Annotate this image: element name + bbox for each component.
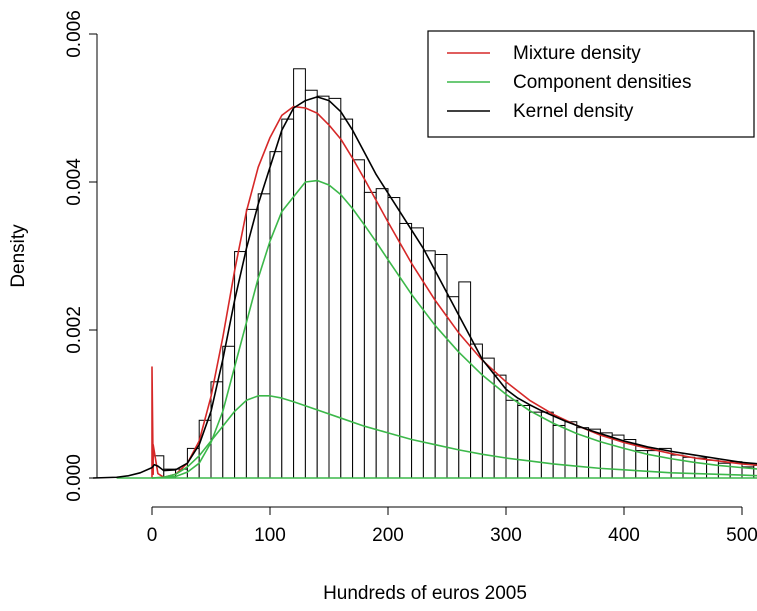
histogram-bar	[753, 464, 757, 479]
y-tick-label: 0.006	[64, 10, 85, 58]
histogram-bar	[222, 345, 236, 479]
x-tick-label: 500	[726, 525, 757, 546]
density-line-2	[151, 395, 757, 479]
histogram-bar	[234, 251, 247, 479]
density-lines	[92, 96, 757, 479]
histogram-bar	[257, 193, 271, 479]
histogram-bar	[328, 97, 342, 479]
x-tick-label: 100	[254, 525, 286, 546]
histogram-bar	[529, 411, 542, 479]
y-tick-label: 0.000	[64, 454, 85, 502]
histogram-bar	[505, 399, 519, 479]
legend-label-component: Component densities	[513, 72, 692, 93]
histogram-bar	[340, 118, 354, 479]
histogram-bar	[316, 95, 330, 479]
legend-label-mixture: Mixture density	[513, 43, 641, 64]
histogram-bar	[352, 159, 365, 479]
histogram-bar	[304, 89, 318, 479]
x-tick-label: 400	[608, 525, 640, 546]
legend-box	[427, 30, 755, 138]
legend: Mixture density Component densities Kern…	[427, 30, 755, 138]
y-tick-label: 0.004	[64, 158, 85, 206]
histogram-bar	[245, 208, 259, 479]
x-axis-title: Hundreds of euros 2005	[323, 583, 527, 604]
legend-label-kernel: Kernel density	[513, 101, 634, 122]
histogram-bar	[210, 381, 224, 479]
histogram-bar	[588, 428, 601, 479]
histogram-bar	[363, 191, 377, 479]
histogram-bar	[694, 457, 708, 479]
y-tick-label: 0.002	[64, 306, 85, 354]
x-tick-label: 200	[372, 525, 404, 546]
x-axis: 0 100 200 300 400 500	[147, 506, 757, 546]
y-axis: 0.000 0.002 0.004 0.006	[64, 10, 98, 502]
histogram-bar	[269, 151, 283, 479]
density-line-0	[151, 105, 757, 479]
x-tick-label: 0	[147, 525, 158, 546]
histogram-bar	[599, 432, 613, 479]
histogram-bar	[281, 118, 295, 479]
y-axis-title: Density	[8, 224, 29, 288]
histogram-bar	[293, 68, 306, 479]
density-line-4	[92, 96, 757, 479]
histogram-bar	[552, 424, 566, 479]
histogram-bar	[706, 459, 719, 479]
x-tick-label: 300	[490, 525, 522, 546]
density-line-1	[151, 179, 757, 479]
histogram-bar	[375, 188, 389, 479]
histogram-bar	[470, 343, 483, 479]
histogram-bars	[151, 68, 757, 479]
histogram-bar	[458, 281, 472, 479]
histogram-bar	[635, 450, 649, 479]
histogram-bar	[517, 404, 531, 479]
